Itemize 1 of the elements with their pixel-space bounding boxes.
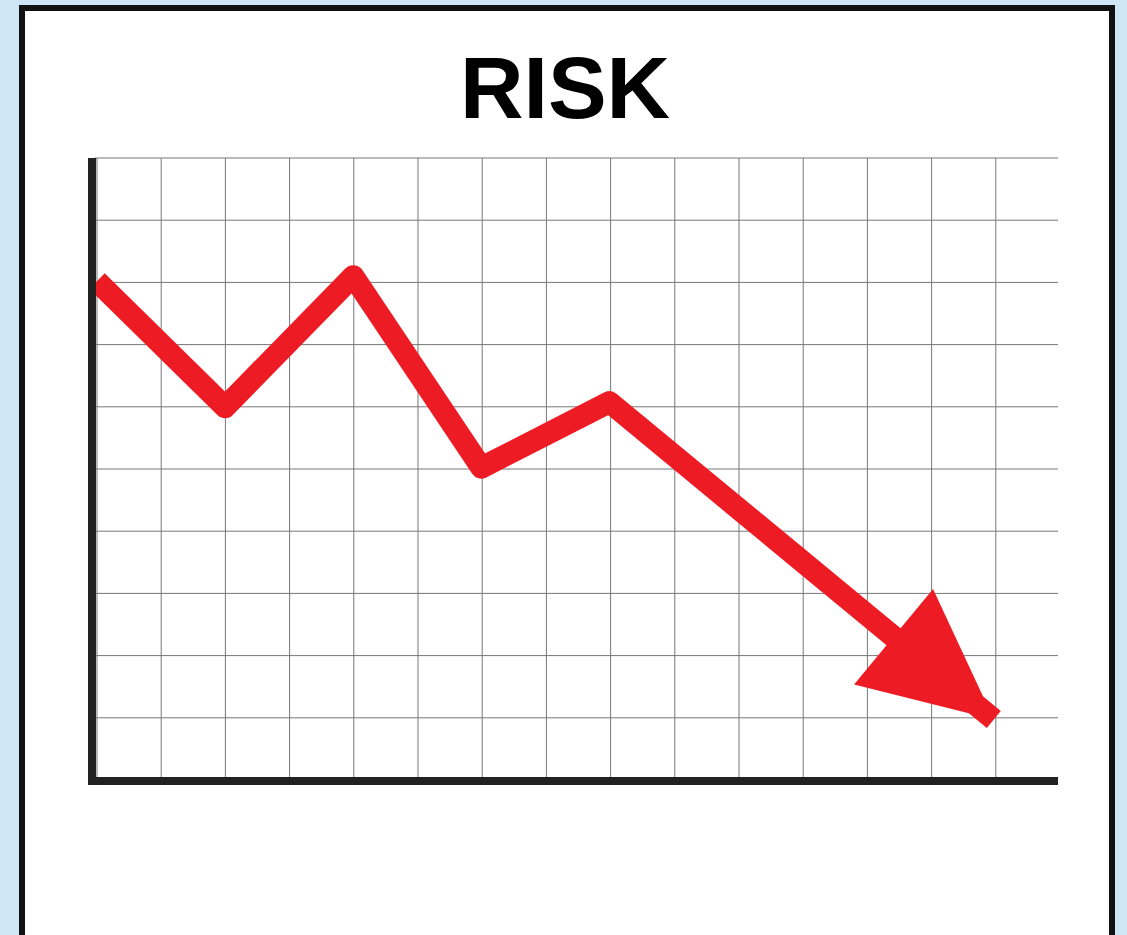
chart-title: RISK xyxy=(459,38,671,137)
